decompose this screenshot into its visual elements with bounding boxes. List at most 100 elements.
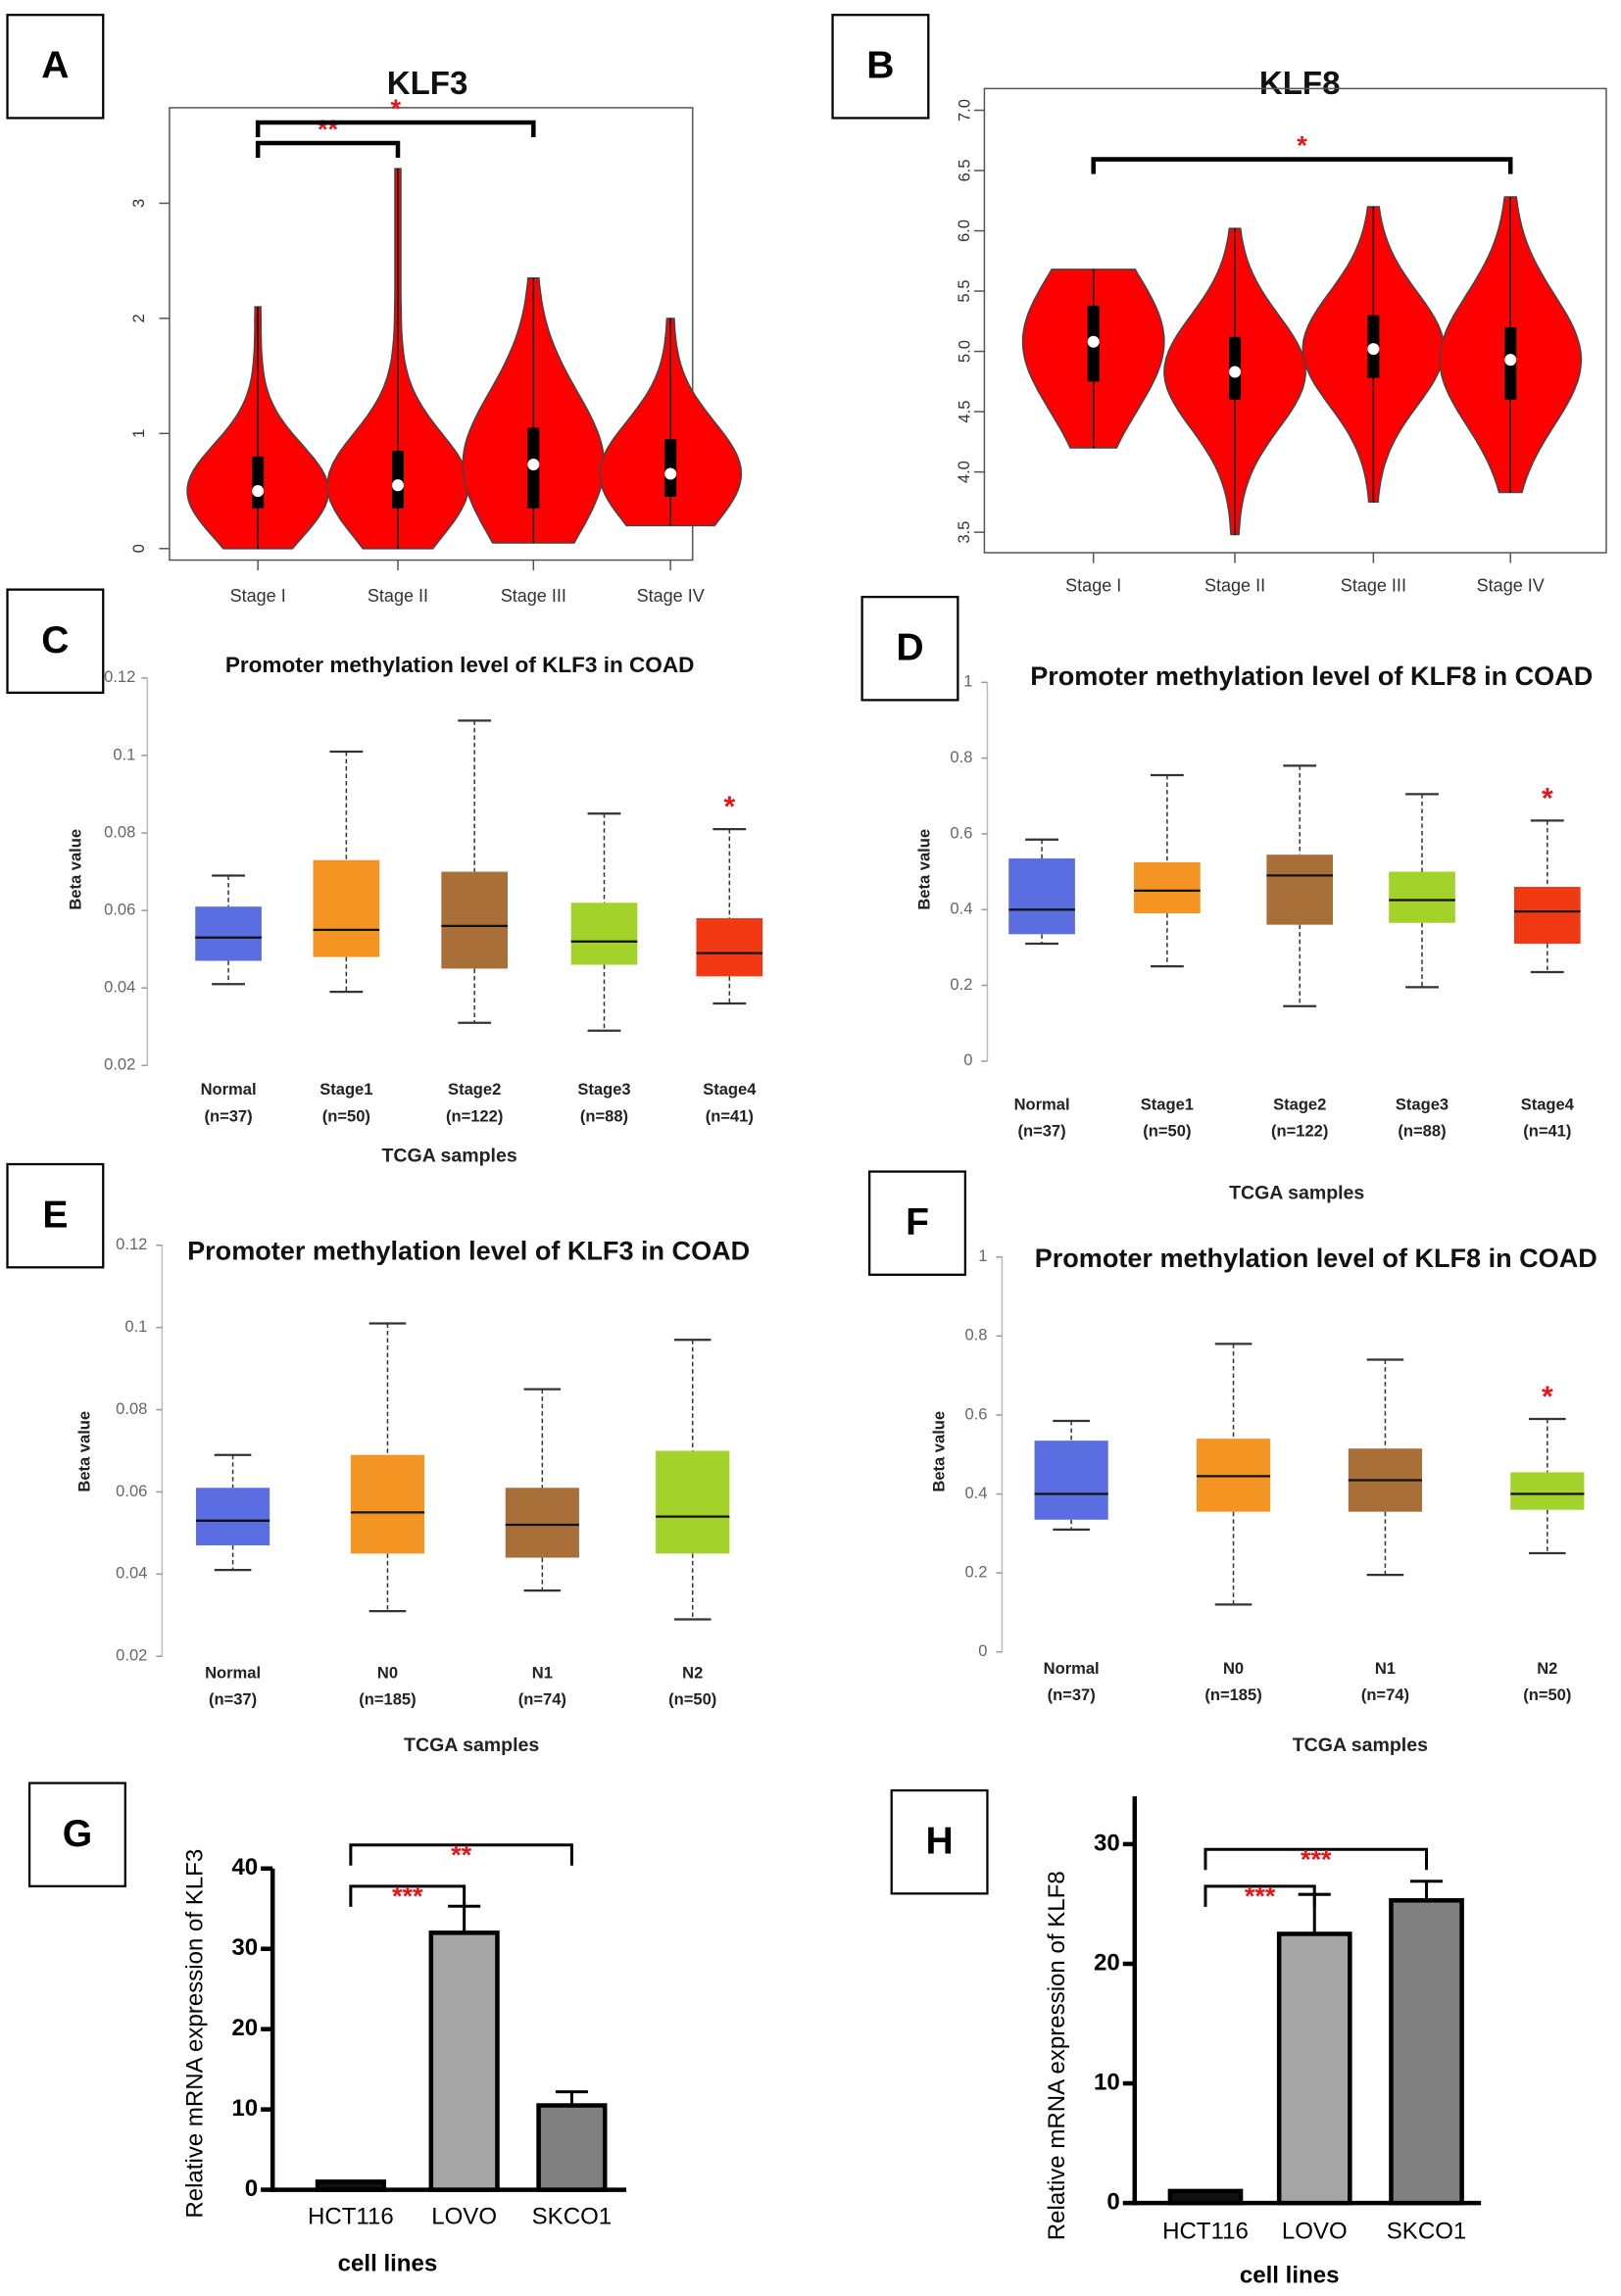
violin-iqr bbox=[252, 456, 265, 509]
x-tick-sublabel: (n=50) bbox=[1143, 1121, 1191, 1140]
x-tick-sublabel: (n=50) bbox=[1523, 1685, 1571, 1704]
x-tick-label: Stage2 bbox=[448, 1080, 501, 1099]
x-tick-sublabel: (n=74) bbox=[518, 1690, 566, 1709]
box bbox=[195, 906, 262, 961]
significance-bracket bbox=[1091, 157, 1513, 174]
chart-title: Promoter methylation level of KLF8 in CO… bbox=[1035, 1244, 1597, 1273]
y-tick-label: 20 bbox=[1094, 1949, 1120, 1976]
x-axis-label: cell lines bbox=[1240, 2263, 1340, 2289]
violin-median bbox=[664, 467, 677, 480]
violin-median bbox=[527, 459, 540, 471]
significance-label: * bbox=[1542, 782, 1553, 814]
y-tick-label: 2 bbox=[129, 314, 148, 322]
y-tick-label: 0.06 bbox=[104, 900, 135, 918]
box bbox=[1266, 855, 1334, 925]
y-tick-label: 0 bbox=[978, 1641, 987, 1660]
x-tick-label: Stage I bbox=[230, 586, 286, 606]
x-axis-label: TCGA samples bbox=[1293, 1734, 1428, 1756]
y-tick-label: 0.02 bbox=[116, 1646, 147, 1665]
x-tick-sublabel: (n=50) bbox=[668, 1690, 716, 1709]
significance-bracket bbox=[255, 140, 401, 159]
y-tick-label: 3.5 bbox=[955, 521, 973, 544]
panel-label-box bbox=[860, 596, 959, 702]
chart-title: KLF3 bbox=[387, 66, 468, 102]
bar bbox=[315, 2179, 386, 2192]
y-tick-label: 10 bbox=[231, 2095, 258, 2122]
box bbox=[1513, 887, 1581, 944]
y-tick-label: 0 bbox=[129, 544, 148, 553]
x-tick-sublabel: (n=122) bbox=[446, 1106, 503, 1125]
x-tick-label: SKCO1 bbox=[1387, 2219, 1467, 2245]
x-tick-label: Normal bbox=[201, 1080, 257, 1099]
bar bbox=[1167, 2188, 1244, 2206]
panel-label: A bbox=[41, 45, 69, 87]
violin-median bbox=[252, 485, 265, 498]
x-tick-label: Stage3 bbox=[577, 1080, 630, 1099]
box bbox=[1134, 861, 1201, 914]
y-tick-label: 0.8 bbox=[964, 1326, 987, 1344]
x-tick-label: N1 bbox=[532, 1664, 553, 1683]
chart-title: Promoter methylation level of KLF3 in CO… bbox=[225, 653, 695, 677]
y-tick-label: 0.2 bbox=[964, 1563, 987, 1582]
x-tick-label: N0 bbox=[1223, 1659, 1244, 1678]
violin-median bbox=[1367, 343, 1380, 356]
y-tick-label: 0.1 bbox=[113, 745, 135, 763]
x-tick-sublabel: (n=37) bbox=[1048, 1685, 1096, 1704]
violin-median bbox=[1504, 354, 1517, 366]
significance-label: *** bbox=[392, 1881, 423, 1911]
x-tick-label: Stage4 bbox=[703, 1080, 757, 1099]
box bbox=[350, 1454, 425, 1554]
x-axis-label: TCGA samples bbox=[381, 1146, 516, 1167]
y-tick-label: 0.04 bbox=[116, 1564, 147, 1583]
y-tick-label: 0.02 bbox=[104, 1055, 135, 1074]
box bbox=[1034, 1441, 1108, 1520]
x-tick-label: Normal bbox=[1014, 1095, 1070, 1113]
x-tick-sublabel: (n=37) bbox=[209, 1690, 257, 1709]
x-tick-sublabel: (n=37) bbox=[1017, 1121, 1065, 1140]
x-tick-sublabel: (n=122) bbox=[1271, 1121, 1328, 1140]
y-tick-label: 30 bbox=[1094, 1830, 1120, 1856]
significance-label: * bbox=[723, 791, 735, 823]
x-tick-label: N1 bbox=[1375, 1659, 1396, 1678]
significance-label: *** bbox=[1245, 1881, 1276, 1911]
y-tick-label: 7.0 bbox=[955, 99, 973, 122]
panel-label: E bbox=[42, 1194, 68, 1236]
x-tick-label: LOVO bbox=[1282, 2219, 1348, 2245]
x-tick-label: Stage II bbox=[368, 586, 428, 606]
bar bbox=[1276, 1931, 1352, 2206]
y-tick-label: 5.5 bbox=[955, 280, 973, 303]
box bbox=[696, 918, 763, 977]
chart-title: Promoter methylation level of KLF3 in CO… bbox=[187, 1236, 750, 1265]
y-axis-label: Beta value bbox=[67, 829, 85, 910]
box bbox=[570, 903, 638, 965]
y-tick-label: 20 bbox=[231, 2015, 258, 2041]
panel-label: G bbox=[63, 1813, 92, 1855]
x-tick-label: N2 bbox=[1537, 1659, 1557, 1678]
panel-label: F bbox=[906, 1201, 929, 1244]
y-tick-label: 0 bbox=[963, 1050, 972, 1069]
y-tick-label: 3 bbox=[129, 199, 148, 208]
chart-title: Promoter methylation level of KLF8 in CO… bbox=[1030, 661, 1593, 691]
y-tick-label: 0.6 bbox=[964, 1404, 987, 1423]
significance-label: ** bbox=[451, 1840, 472, 1870]
y-tick-label: 1 bbox=[129, 429, 148, 438]
x-tick-label: Stage2 bbox=[1273, 1095, 1326, 1113]
y-axis-label: Beta value bbox=[75, 1411, 94, 1492]
panel-label-box bbox=[831, 14, 930, 120]
significance-label: * bbox=[1297, 131, 1307, 161]
x-tick-sublabel: (n=185) bbox=[1204, 1685, 1261, 1704]
x-tick-label: Stage1 bbox=[1141, 1095, 1194, 1113]
significance-bracket bbox=[1203, 1847, 1429, 1871]
x-tick-sublabel: (n=74) bbox=[1361, 1685, 1409, 1704]
significance-bracket bbox=[255, 120, 536, 138]
y-tick-label: 0.06 bbox=[116, 1482, 147, 1500]
box bbox=[1510, 1472, 1585, 1510]
y-tick-label: 10 bbox=[1094, 2069, 1120, 2095]
y-tick-label: 4.0 bbox=[955, 461, 973, 483]
y-tick-label: 0.08 bbox=[116, 1399, 147, 1418]
x-tick-label: Stage III bbox=[501, 586, 566, 606]
x-tick-label: Stage IV bbox=[1477, 575, 1545, 595]
violin-median bbox=[1087, 335, 1100, 348]
x-tick-label: Stage IV bbox=[637, 586, 705, 606]
significance-label: * bbox=[1542, 1381, 1553, 1413]
